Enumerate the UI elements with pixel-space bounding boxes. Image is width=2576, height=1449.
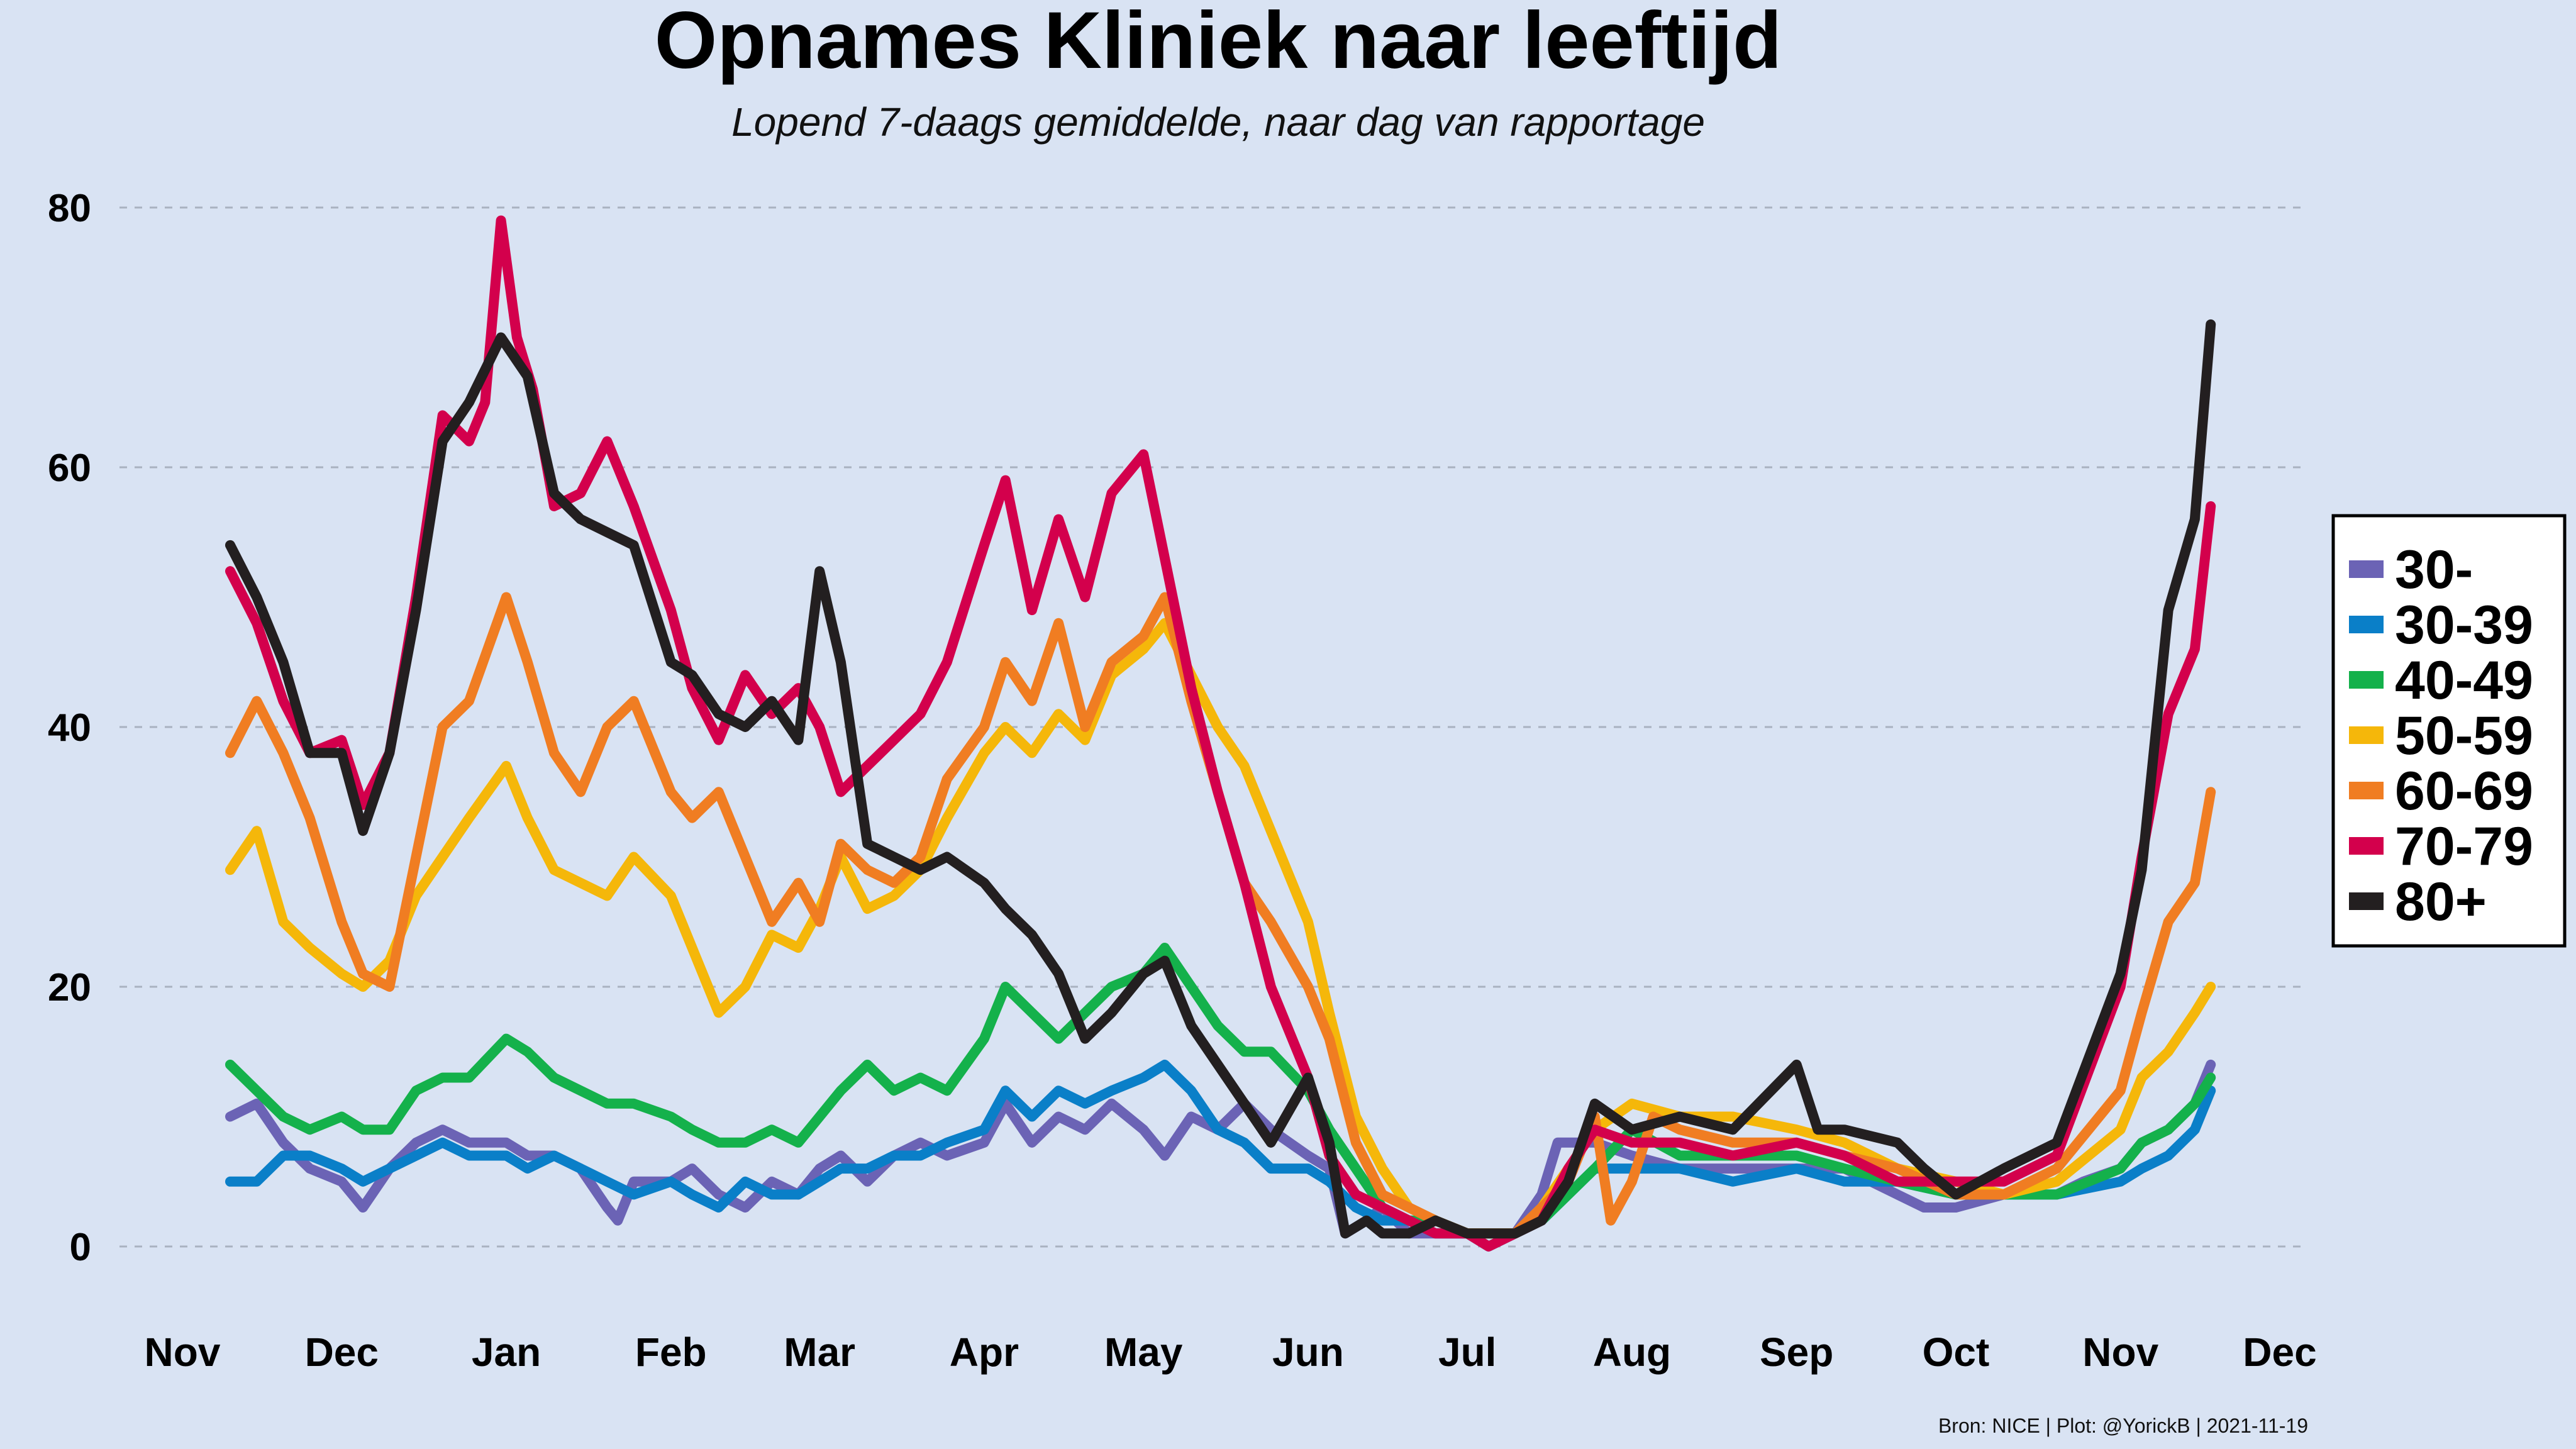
series-line-40-49 xyxy=(230,948,2211,1233)
x-tick-label: Jan xyxy=(472,1330,541,1375)
x-tick-label: Sep xyxy=(1760,1330,1833,1375)
y-tick-label: 60 xyxy=(48,447,91,490)
series-line-50-59 xyxy=(230,623,2211,1234)
x-tick-label: Mar xyxy=(784,1330,855,1375)
legend-label: 30- xyxy=(2395,540,2473,600)
series-line-60-69 xyxy=(230,597,2211,1234)
x-tick-label: Jul xyxy=(1438,1330,1496,1375)
legend-label: 50-59 xyxy=(2395,706,2533,766)
legend-label: 70-79 xyxy=(2395,816,2533,877)
legend-swatch xyxy=(2349,726,2384,744)
chart-title: Opnames Kliniek naar leeftijd xyxy=(655,0,1782,86)
y-tick-label: 20 xyxy=(48,966,91,1009)
y-tick-label: 80 xyxy=(48,187,91,230)
chart-caption: Bron: NICE | Plot: @YorickB | 2021-11-19 xyxy=(1938,1414,2308,1437)
y-axis: 0 20 40 60 80 xyxy=(48,187,91,1269)
x-tick-label: Oct xyxy=(1923,1330,1990,1375)
x-tick-label: Nov xyxy=(2082,1330,2158,1375)
legend-label: 60-69 xyxy=(2395,761,2533,821)
x-tick-label: Feb xyxy=(635,1330,707,1375)
x-tick-label: Nov xyxy=(145,1330,221,1375)
legend-swatch xyxy=(2349,837,2384,855)
x-tick-label: Jun xyxy=(1272,1330,1344,1375)
series-line-80+ xyxy=(230,325,2211,1233)
legend-swatch xyxy=(2349,671,2384,689)
y-tick-label: 0 xyxy=(70,1226,91,1269)
legend-swatch xyxy=(2349,616,2384,633)
legend-swatch xyxy=(2349,560,2384,578)
x-tick-label: Dec xyxy=(305,1330,379,1375)
series-line-30- xyxy=(230,1065,2211,1233)
legend-swatch xyxy=(2349,782,2384,799)
legend-label: 30-39 xyxy=(2395,595,2533,655)
x-axis: Nov Dec Jan Feb Mar Apr May Jun Jul Aug Sep Oct Nov D… xyxy=(145,1330,2317,1375)
x-tick-label: Apr xyxy=(950,1330,1019,1375)
legend-label: 80+ xyxy=(2395,872,2487,932)
x-tick-label: Aug xyxy=(1593,1330,1671,1375)
legend-label: 40-49 xyxy=(2395,650,2533,711)
chart-subtitle: Lopend 7-daags gemiddelde, naar dag van … xyxy=(731,99,1705,145)
x-tick-label: May xyxy=(1104,1330,1183,1375)
y-tick-label: 40 xyxy=(48,706,91,750)
series-lines xyxy=(230,221,2211,1246)
x-tick-label: Dec xyxy=(2243,1330,2316,1375)
legend-swatch xyxy=(2349,892,2384,910)
